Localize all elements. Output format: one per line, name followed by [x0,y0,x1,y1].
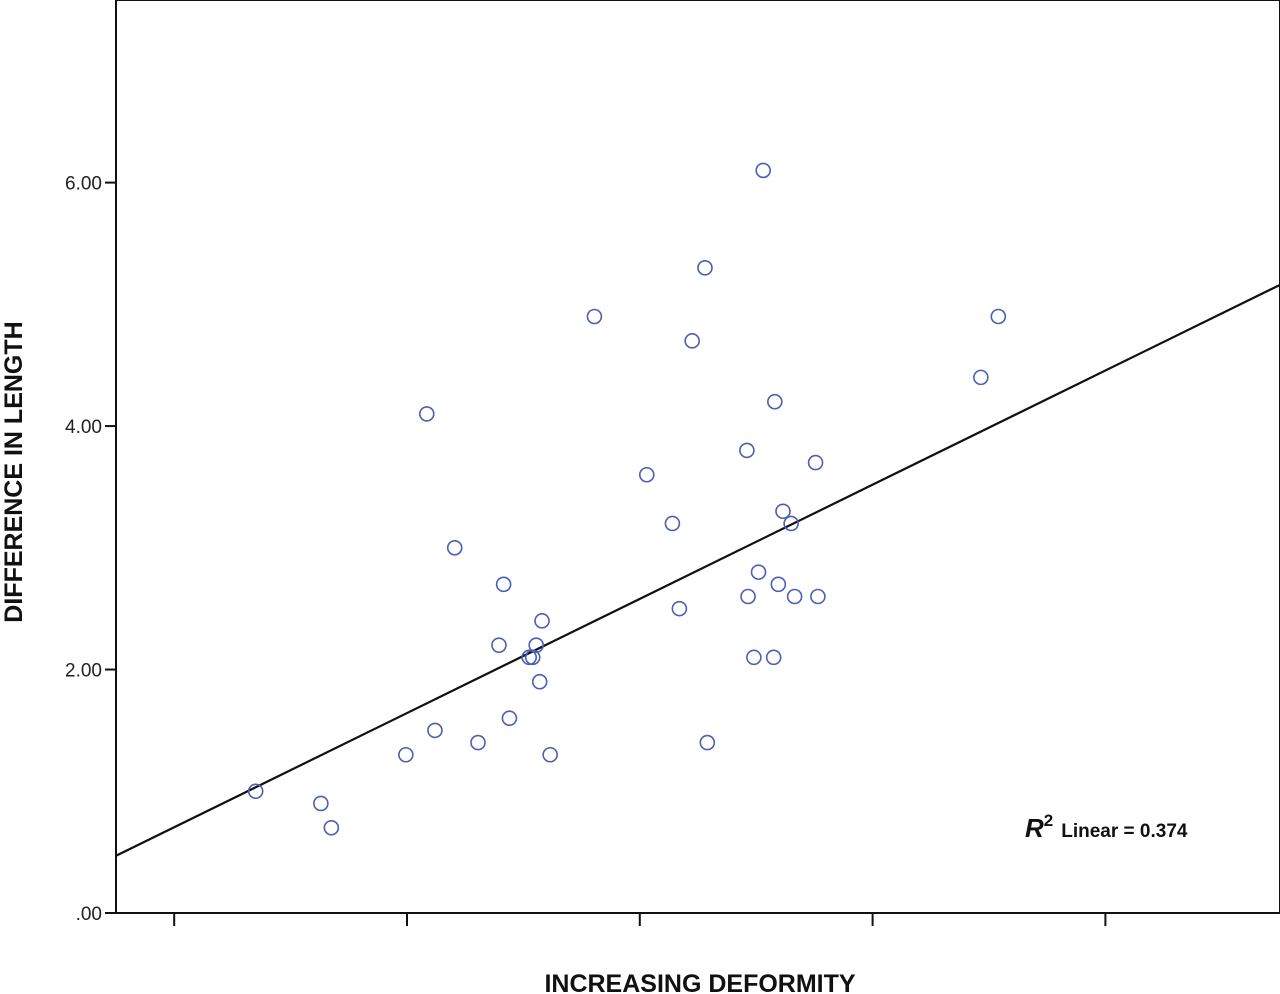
data-point [528,637,545,653]
data-point [786,588,803,605]
regression-line [115,283,1280,857]
data-point [775,503,791,520]
data-point [531,673,548,690]
data-point [418,406,435,422]
data-point [750,564,767,580]
data-point [501,710,518,727]
data-point [586,308,603,325]
data-point [313,795,329,812]
data-point [973,369,989,386]
data-point [746,649,762,666]
data-point [807,454,824,471]
data-point [697,260,713,276]
data-point [671,600,688,617]
x-axis-title: INCREASING DEFORMITY [544,970,855,994]
data-point [739,442,755,459]
data-point [740,588,756,605]
data-points [247,162,1007,836]
data-point [247,783,264,800]
r2-value-text: Linear = 0.374 [1061,821,1188,842]
data-point [534,613,550,629]
y-axis-title: DIFFERENCE IN LENGTH [0,321,28,622]
x-axis [173,913,1107,926]
data-point [767,393,783,410]
data-point [542,746,558,763]
data-point [770,576,787,593]
data-point [699,734,716,751]
data-point [664,515,681,532]
data-point [446,539,463,556]
data-point [427,722,443,739]
data-point [684,333,700,349]
data-point [491,637,507,653]
y-tick-label: .00 [76,904,102,925]
data-point [765,649,782,666]
plot-frame [115,0,1280,914]
y-tick-label: 6.00 [65,174,102,195]
r2-superscript: 2 [1044,811,1053,830]
data-point [990,308,1007,325]
data-point [470,734,486,751]
data-point [495,576,512,593]
data-point [521,649,538,666]
y-tick-label: 4.00 [65,417,102,438]
data-point [638,466,655,483]
r2-symbol: R [1025,813,1044,843]
y-axis: .00 2.00 4.00 6.00 [65,174,116,925]
y-tick-label: 2.00 [65,661,102,682]
data-point [810,588,826,605]
r2-annotation: R2 Linear = 0.374 [1025,811,1188,843]
data-point [783,515,799,532]
data-point [398,746,414,763]
data-point [323,819,340,836]
data-point [755,162,771,179]
